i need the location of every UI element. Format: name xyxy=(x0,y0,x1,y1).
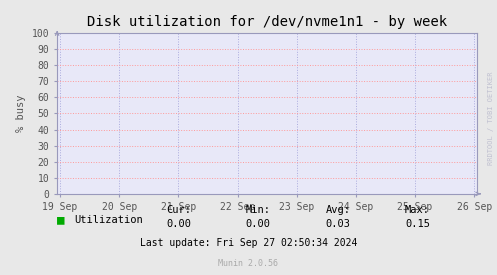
Text: 0.00: 0.00 xyxy=(166,219,191,229)
Text: 0.15: 0.15 xyxy=(405,219,430,229)
Text: Munin 2.0.56: Munin 2.0.56 xyxy=(219,260,278,268)
Text: Cur:: Cur: xyxy=(166,205,191,215)
Text: Min:: Min: xyxy=(246,205,271,215)
Text: Last update: Fri Sep 27 02:50:34 2024: Last update: Fri Sep 27 02:50:34 2024 xyxy=(140,238,357,248)
Text: Avg:: Avg: xyxy=(326,205,350,215)
Text: RRDTOOL / TOBI OETIKER: RRDTOOL / TOBI OETIKER xyxy=(488,72,494,165)
Y-axis label: % busy: % busy xyxy=(16,95,26,132)
Text: Utilization: Utilization xyxy=(75,215,143,225)
Text: 0.03: 0.03 xyxy=(326,219,350,229)
Title: Disk utilization for /dev/nvme1n1 - by week: Disk utilization for /dev/nvme1n1 - by w… xyxy=(87,15,447,29)
Text: 0.00: 0.00 xyxy=(246,219,271,229)
Text: Max:: Max: xyxy=(405,205,430,215)
Text: ■: ■ xyxy=(57,213,65,227)
